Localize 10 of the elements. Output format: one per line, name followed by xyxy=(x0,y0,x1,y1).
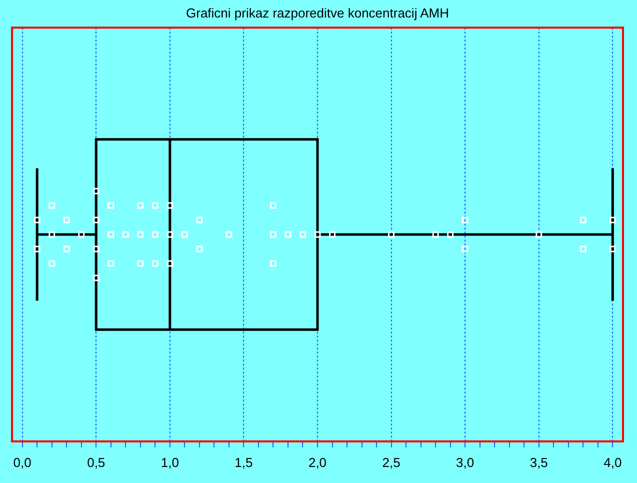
x-tick-label: 3,5 xyxy=(530,454,548,470)
x-tick-label: 2,5 xyxy=(382,454,400,470)
chart-title: Graficni prikaz razporeditve koncentracij AMH xyxy=(186,5,449,20)
x-tick-label: 0,5 xyxy=(87,454,106,470)
x-tick-label: 2,0 xyxy=(308,454,327,470)
x-tick-label: 3,0 xyxy=(456,454,474,470)
x-tick-label: 0,0 xyxy=(13,454,32,470)
x-tick-label: 1,0 xyxy=(160,454,179,470)
x-tick-label: 4,0 xyxy=(604,454,622,470)
x-tick-label: 1,5 xyxy=(234,454,253,470)
